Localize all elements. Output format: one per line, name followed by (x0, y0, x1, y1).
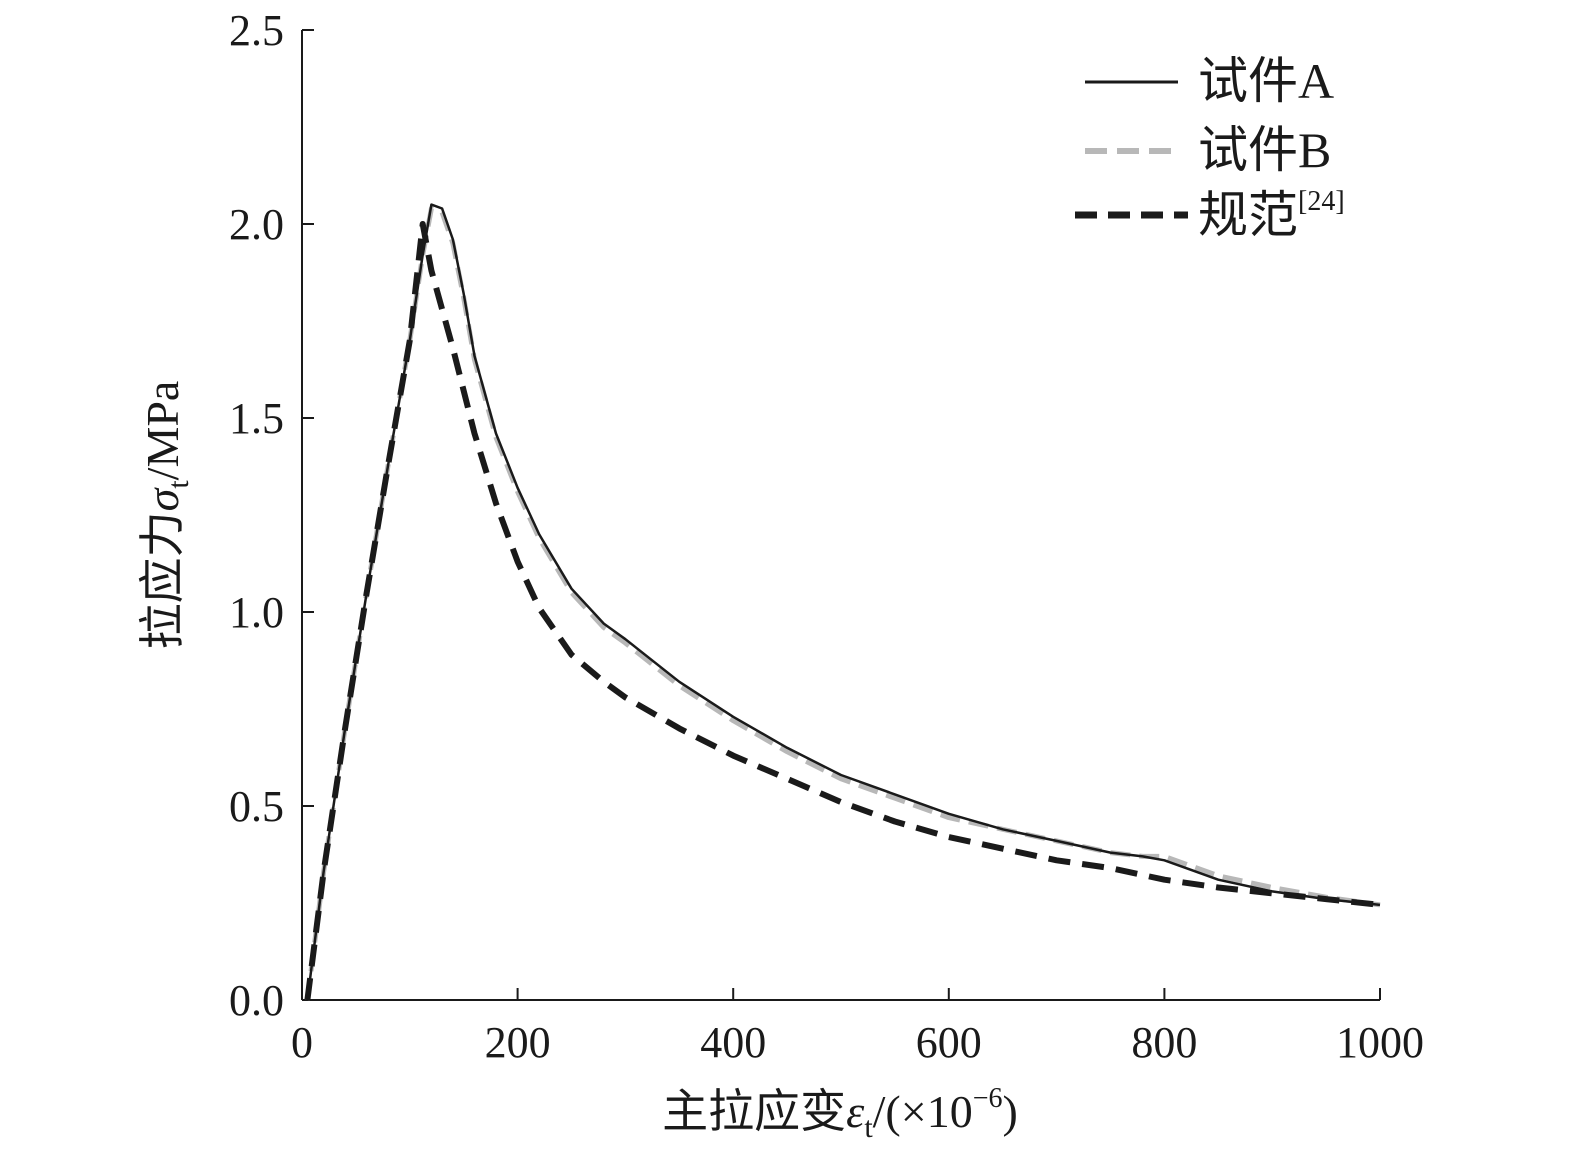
series-layer (304, 203, 1381, 1001)
y-tick-label: 0.0 (229, 976, 284, 1025)
x-tick-label: 1000 (1336, 1018, 1424, 1067)
x-axis-label: 主拉应变εt/(×10−6) (662, 1083, 1018, 1144)
legend: 试件A 试件B 规范[24] (1075, 53, 1345, 243)
x-tick-label: 0 (291, 1018, 313, 1067)
y-tick-label: 2.5 (229, 6, 284, 55)
legend-label-series-a: 试件A (1198, 53, 1334, 109)
series-a-line (306, 203, 1381, 1001)
legend-label-series-b: 试件B (1198, 122, 1331, 178)
axes: 0.0 0.5 1.0 1.5 2.0 2.5 0 200 400 600 800 1000 (229, 6, 1424, 1067)
x-tick-label: 600 (916, 1018, 982, 1067)
y-axis-label: 拉应力σt/MPa (137, 381, 195, 650)
y-tick-label: 1.5 (229, 394, 284, 443)
y-tick-label: 0.5 (229, 782, 284, 831)
y-tick-label: 1.0 (229, 588, 284, 637)
y-tick-label: 2.0 (229, 200, 284, 249)
x-tick-label: 200 (485, 1018, 551, 1067)
legend-label-series-standard: 规范[24] (1198, 186, 1345, 243)
x-tick-label: 800 (1131, 1018, 1197, 1067)
x-tick-label: 400 (700, 1018, 766, 1067)
series-standard-line (304, 221, 1381, 1001)
